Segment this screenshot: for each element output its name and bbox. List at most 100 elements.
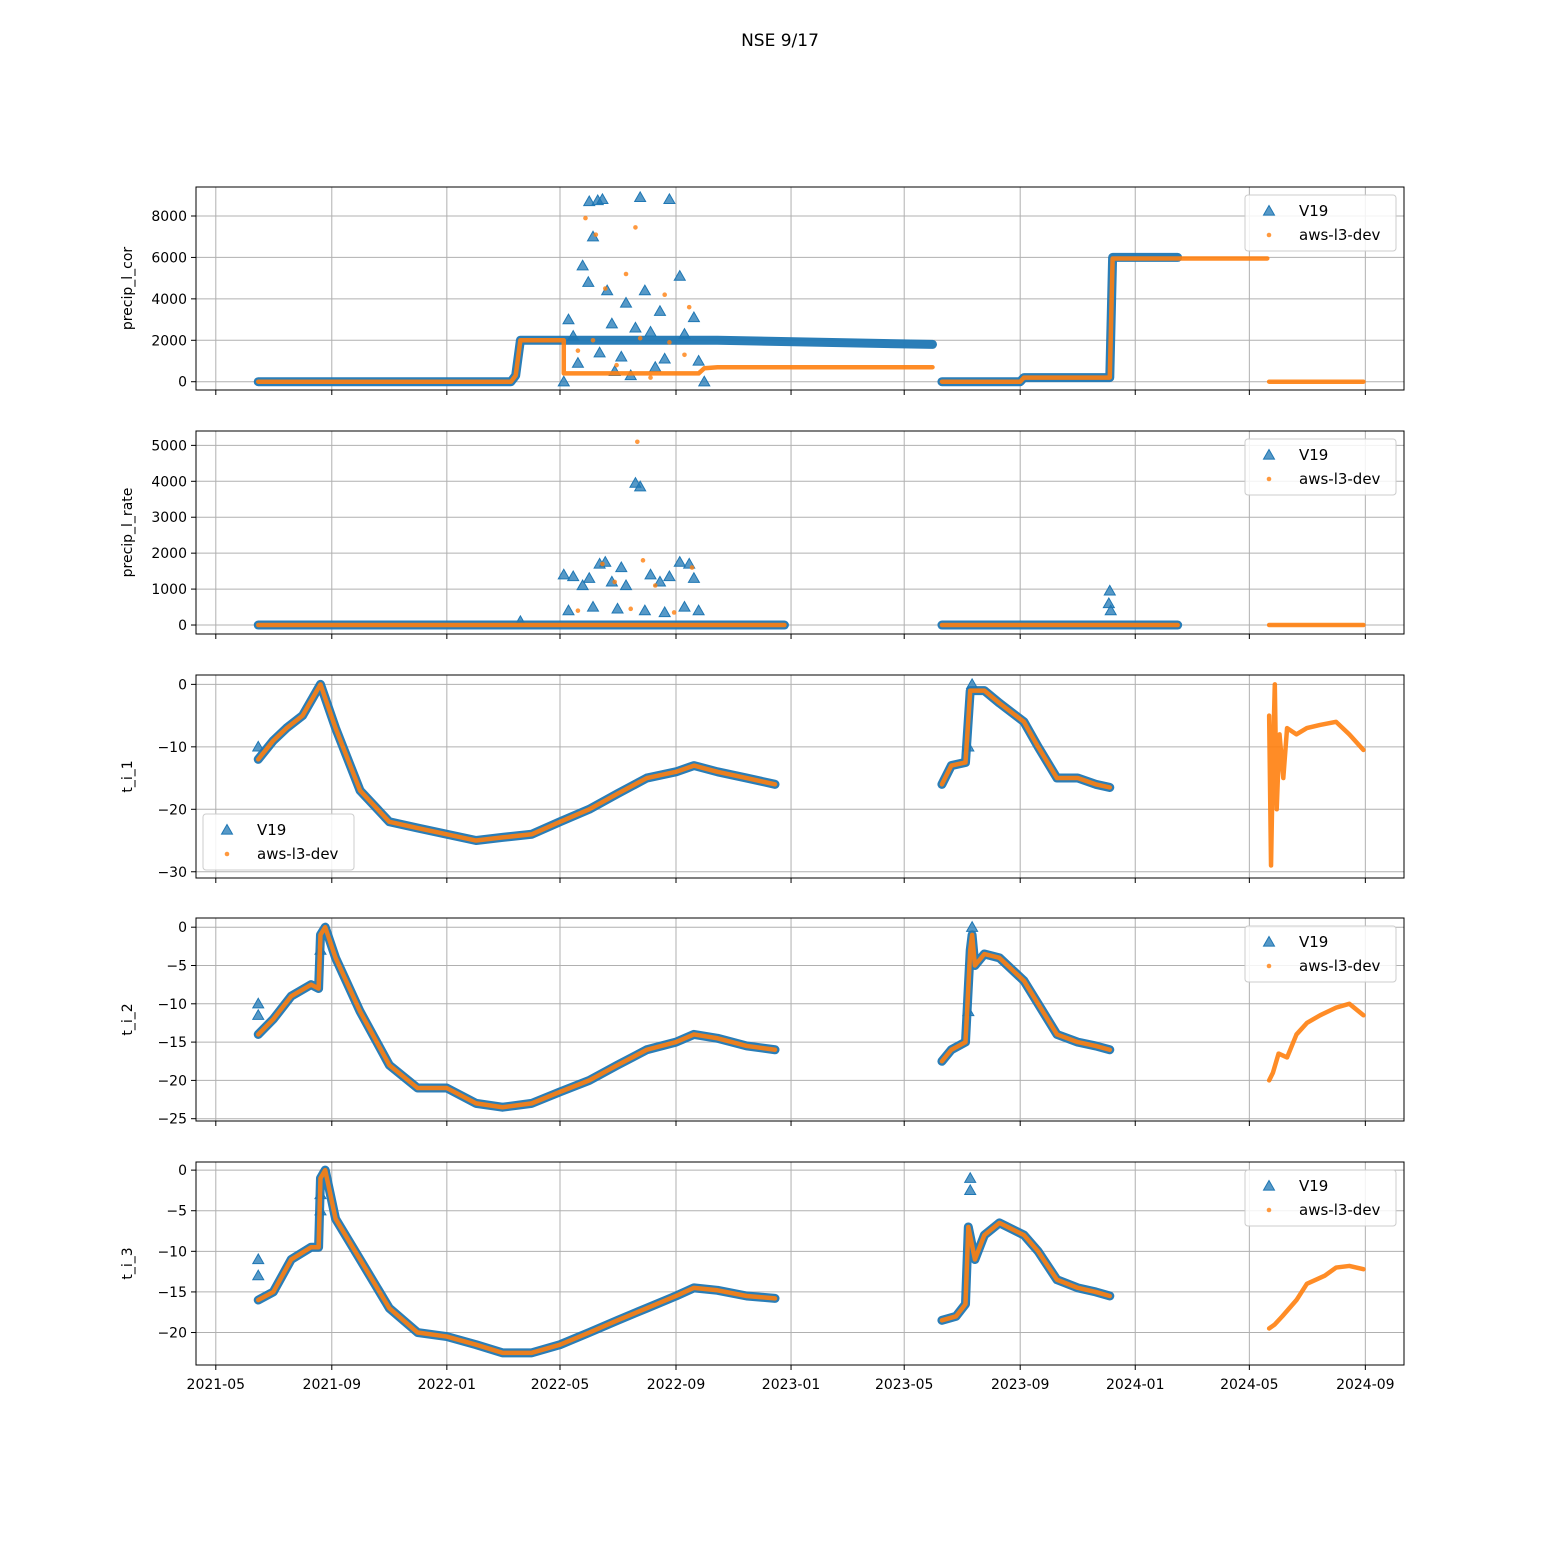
data-point-v19 xyxy=(678,600,691,612)
data-point-v19 xyxy=(963,1171,977,1183)
legend-marker-aws xyxy=(1266,1207,1272,1213)
data-point-v19 xyxy=(653,304,667,316)
y-tick-label: −10 xyxy=(157,1244,187,1260)
series-aws-l3-dev xyxy=(255,682,1366,868)
legend-label-v19: V19 xyxy=(1299,202,1328,220)
plot-area xyxy=(253,190,1366,387)
data-point-v19 xyxy=(653,575,667,587)
data-point-v19 xyxy=(629,321,642,333)
legend-label-aws: aws-l3-dev xyxy=(1299,470,1381,488)
y-tick-label: −20 xyxy=(157,802,187,818)
data-point-aws xyxy=(583,215,588,221)
series-trace xyxy=(255,1167,778,1356)
x-tick-label: 2023-05 xyxy=(875,1377,934,1393)
legend-marker-v19 xyxy=(1262,935,1276,947)
data-point-v19 xyxy=(1104,604,1118,616)
axes-frame xyxy=(195,917,1405,1122)
legend-label-aws: aws-l3-dev xyxy=(257,845,339,863)
x-tick-label: 2024-05 xyxy=(1220,1377,1279,1393)
data-point-v19 xyxy=(965,920,979,932)
data-point-v19 xyxy=(251,997,265,1009)
y-axis-label: t_i_2 xyxy=(120,1003,136,1035)
data-point-v19 xyxy=(614,350,628,362)
data-point-v19 xyxy=(566,570,580,582)
legend-marker-v19 xyxy=(220,823,234,835)
data-point-v19 xyxy=(614,561,628,573)
y-axis-label: t_i_1 xyxy=(120,760,136,792)
data-point-aws xyxy=(623,271,629,277)
y-tick-label: 3000 xyxy=(151,510,187,526)
data-point-v19 xyxy=(678,327,691,339)
data-point-v19 xyxy=(562,313,575,325)
data-point-aws xyxy=(590,337,596,343)
y-axis-label: t_i_3 xyxy=(120,1247,136,1279)
legend-box xyxy=(202,813,355,871)
legend-label-aws: aws-l3-dev xyxy=(1299,957,1381,975)
y-tick-label: 5000 xyxy=(151,438,187,454)
data-point-aws xyxy=(648,375,653,380)
series-aws-l3-dev xyxy=(255,439,1366,628)
data-point-v19 xyxy=(638,284,652,296)
legend-box xyxy=(1244,438,1397,496)
axes-frame xyxy=(195,1161,1405,1366)
legend-box xyxy=(1244,194,1397,252)
legend: V19 aws-l3-dev xyxy=(202,813,355,871)
legend: V19 aws-l3-dev xyxy=(1244,925,1397,983)
series-trace xyxy=(255,338,935,384)
panel-precip-l-cor: 0 2000 4000 6000 8000 precip_l_cor V19 aws-l3-d… xyxy=(120,186,1405,395)
series-trace xyxy=(939,256,1270,384)
data-point-v19 xyxy=(687,571,701,583)
panel-t-i-2: −25 −20 −15 −10 −5 0 t_i_2 V19 aws-l3-dev xyxy=(120,917,1405,1128)
data-point-v19 xyxy=(619,296,633,308)
figure-title: NSE 9/17 xyxy=(741,31,819,51)
data-point-v19 xyxy=(562,604,575,616)
data-point-v19 xyxy=(1103,584,1117,596)
data-point-aws xyxy=(689,565,695,570)
data-point-v19 xyxy=(633,190,647,202)
series-trace xyxy=(939,932,1113,1064)
data-point-v19 xyxy=(251,1252,265,1265)
plot-area xyxy=(253,439,1366,630)
y-tick-label: 0 xyxy=(178,375,187,391)
series-aws-l3-dev xyxy=(255,1167,1366,1356)
data-point-aws xyxy=(635,439,640,445)
data-point-aws xyxy=(633,225,638,230)
legend-marker-v19 xyxy=(1262,204,1276,216)
x-tick-label: 2022-09 xyxy=(647,1377,706,1393)
x-tick-label: 2023-09 xyxy=(991,1377,1050,1393)
data-point-v19 xyxy=(663,192,676,205)
plot-area xyxy=(251,920,1366,1112)
data-point-aws xyxy=(575,348,581,353)
legend: V19 aws-l3-dev xyxy=(1244,194,1397,252)
panel-precip-l-rate: 0 1000 2000 3000 4000 5000 precip_l_rate V19 aws… xyxy=(120,430,1405,639)
legend-marker-aws xyxy=(1266,232,1272,238)
data-point-v19 xyxy=(644,325,657,337)
y-tick-label: −25 xyxy=(157,1112,187,1128)
legend: V19 aws-l3-dev xyxy=(1244,438,1397,496)
y-tick-label: 0 xyxy=(178,1163,187,1179)
series-trace xyxy=(1266,682,1366,868)
data-point-aws xyxy=(667,340,672,345)
data-point-v19 xyxy=(638,604,652,616)
y-axis-label: precip_l_rate xyxy=(120,488,136,578)
x-tick-label: 2021-05 xyxy=(187,1377,246,1393)
y-tick-label: −20 xyxy=(157,1073,187,1089)
series-trace xyxy=(1266,1263,1366,1331)
axes-frame xyxy=(195,674,1405,879)
data-point-v19 xyxy=(582,194,596,207)
data-point-v19 xyxy=(663,570,676,582)
data-point-aws xyxy=(628,606,634,612)
legend-marker-aws xyxy=(224,851,230,857)
plot-area xyxy=(251,677,1366,868)
panel-t-i-1: −30 −20 −10 0 t_i_1 V19 aws-l3-dev xyxy=(120,674,1405,883)
y-axis-label: precip_l_cor xyxy=(120,247,136,331)
x-tick-label: 2022-01 xyxy=(418,1377,477,1393)
data-point-v19 xyxy=(596,192,609,205)
axes-frame xyxy=(195,186,1405,391)
data-point-v19 xyxy=(557,568,571,580)
data-point-v19 xyxy=(692,354,705,366)
series-trace xyxy=(939,688,1113,790)
data-point-v19 xyxy=(557,375,571,387)
y-tick-label: −10 xyxy=(157,997,187,1013)
